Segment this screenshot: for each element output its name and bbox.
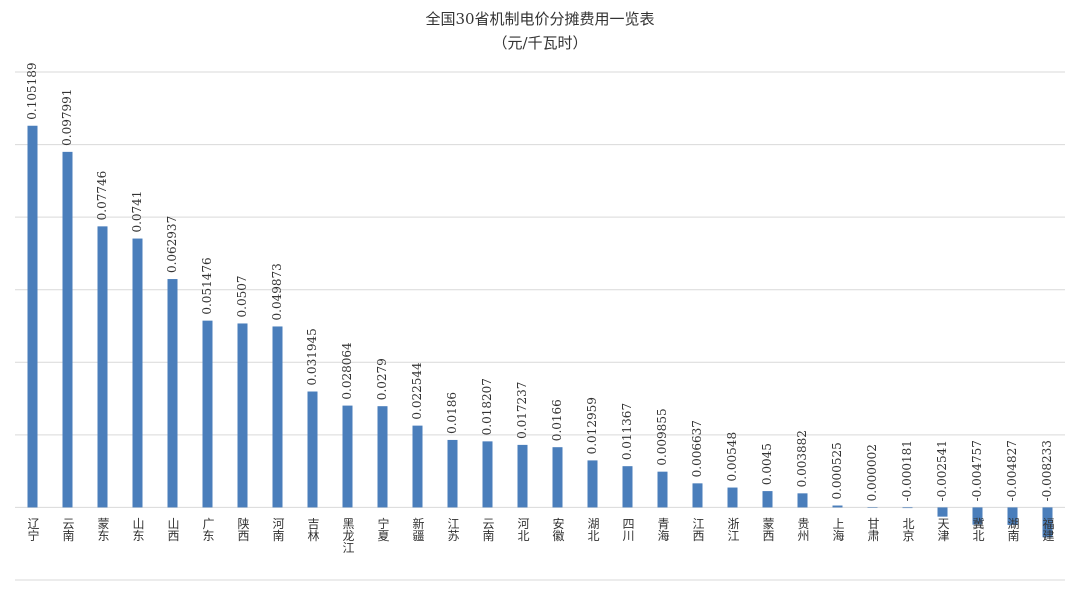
value-label: 0.000002 <box>865 444 879 501</box>
bar <box>1042 507 1053 538</box>
bar <box>167 279 178 508</box>
x-tick-label: 陕西 <box>236 516 250 541</box>
value-label: 0.097991 <box>60 89 74 146</box>
value-label: 0.0186 <box>445 392 459 434</box>
bar <box>727 487 738 508</box>
x-tick-label: 四川 <box>621 517 635 541</box>
value-label: 0.000525 <box>830 442 844 499</box>
value-label: 0.0741 <box>130 191 144 233</box>
bar <box>237 323 248 508</box>
value-label: 0.028064 <box>340 342 354 400</box>
value-label: 0.0045 <box>760 443 774 485</box>
x-tick-label: 青海 <box>656 517 670 541</box>
x-tick-label: 蒙东 <box>96 517 110 541</box>
bar <box>692 483 703 508</box>
bar <box>447 439 458 508</box>
value-label: 0.049873 <box>270 263 284 320</box>
value-label: 0.105189 <box>25 62 39 119</box>
bar <box>62 151 73 508</box>
x-tick-label: 蒙西 <box>761 517 775 541</box>
bar <box>587 460 598 508</box>
x-tick-label: 吉林 <box>306 517 320 541</box>
x-tick-label: 黑龙江 <box>341 517 355 553</box>
bar <box>832 505 843 508</box>
value-label: 0.062937 <box>165 216 179 273</box>
x-tick-label: 冀北 <box>971 517 985 542</box>
value-label: 0.00548 <box>725 432 739 482</box>
x-tick-label: 上海 <box>831 517 845 541</box>
value-label: 0.0507 <box>235 275 249 317</box>
bar <box>272 326 283 508</box>
chart-title: 全国30省机制电价分摊费用一览表 <box>425 10 654 28</box>
value-label: 0.0166 <box>550 399 564 441</box>
x-tick-label: 北京 <box>901 517 915 542</box>
value-label: 0.003882 <box>795 430 809 487</box>
x-tick-label: 湖南 <box>1006 516 1020 541</box>
chart-subtitle: （元/千瓦时） <box>492 34 587 52</box>
bar <box>867 507 878 508</box>
value-label: -0.004827 <box>1005 440 1019 501</box>
value-label: 0.009855 <box>655 408 669 465</box>
value-label: -0.004757 <box>970 440 984 501</box>
bar <box>412 425 423 508</box>
value-label: 0.017237 <box>515 382 529 439</box>
value-label: 0.0279 <box>375 358 389 400</box>
x-tick-label: 宁夏 <box>376 516 390 541</box>
bar <box>1007 507 1018 525</box>
x-tick-label: 天津 <box>936 517 950 541</box>
bar <box>972 507 983 525</box>
value-label: 0.07746 <box>95 171 109 221</box>
x-tick-label: 云南 <box>481 517 495 541</box>
x-tick-label: 湖北 <box>586 516 600 542</box>
bar <box>27 125 38 508</box>
x-tick-label: 江苏 <box>446 517 460 541</box>
x-tick-label: 河南 <box>271 517 285 541</box>
x-tick-label: 云南 <box>61 517 75 541</box>
bar <box>97 226 108 508</box>
bar <box>307 391 318 508</box>
bar <box>937 507 948 517</box>
value-label: -0.002541 <box>935 440 949 501</box>
x-tick-label: 新疆 <box>411 516 425 541</box>
bar <box>797 493 808 508</box>
bar <box>482 441 493 508</box>
x-tick-label: 安徽 <box>551 516 565 541</box>
bar <box>342 405 353 508</box>
value-label: 0.011367 <box>620 403 634 460</box>
value-label: 0.031945 <box>305 328 319 385</box>
x-tick-label: 辽宁 <box>26 517 40 541</box>
x-tick-label: 山西 <box>166 517 180 541</box>
x-tick-label: 山东 <box>131 517 145 541</box>
value-label: -0.008233 <box>1040 440 1054 501</box>
x-tick-label: 贵州 <box>796 517 810 541</box>
x-tick-label: 江西 <box>691 517 705 541</box>
value-label: 0.006637 <box>690 420 704 477</box>
bar <box>622 466 633 508</box>
bar <box>902 507 913 509</box>
value-label: 0.022544 <box>410 362 424 420</box>
bar <box>202 320 213 508</box>
bar <box>762 491 773 508</box>
value-label: 0.012959 <box>585 397 599 454</box>
bar <box>517 444 528 508</box>
x-tick-label: 广东 <box>201 517 215 541</box>
value-label: -0.000181 <box>900 440 914 501</box>
bar <box>552 447 563 508</box>
x-tick-label: 浙江 <box>726 517 740 541</box>
bar <box>657 471 668 508</box>
bar <box>132 238 143 508</box>
bar <box>377 406 388 508</box>
value-label: 0.051476 <box>200 257 214 314</box>
value-label: 0.018207 <box>480 378 494 435</box>
x-tick-label: 河北 <box>516 517 530 542</box>
x-tick-label: 甘肃 <box>866 517 880 542</box>
x-tick-label: 福建 <box>1041 516 1055 542</box>
